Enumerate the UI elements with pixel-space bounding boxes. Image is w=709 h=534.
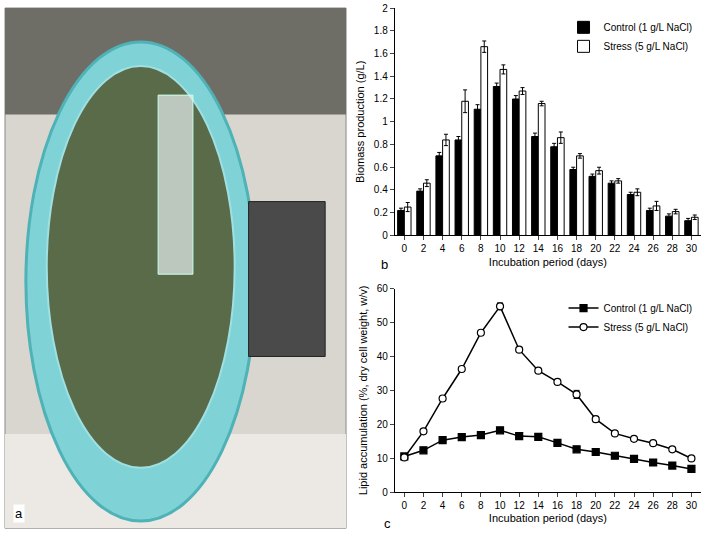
svg-text:26: 26 — [648, 500, 660, 511]
svg-text:Lipid accumulation (%, dry cel: Lipid accumulation (%, dry cell weight, … — [357, 286, 369, 496]
svg-text:1.4: 1.4 — [374, 71, 388, 82]
svg-text:4: 4 — [440, 243, 446, 254]
svg-text:Stress (5 g/L NaCl): Stress (5 g/L NaCl) — [604, 41, 689, 52]
svg-text:12: 12 — [514, 500, 526, 511]
svg-text:1.6: 1.6 — [374, 48, 388, 59]
svg-text:10: 10 — [494, 243, 506, 254]
svg-text:b: b — [381, 257, 388, 272]
svg-text:30: 30 — [686, 243, 698, 254]
svg-text:14: 14 — [533, 243, 545, 254]
svg-text:20: 20 — [377, 419, 389, 430]
svg-text:20: 20 — [590, 500, 602, 511]
svg-text:18: 18 — [571, 500, 583, 511]
svg-text:6: 6 — [459, 243, 465, 254]
svg-text:6: 6 — [459, 500, 465, 511]
svg-text:1.8: 1.8 — [374, 25, 388, 36]
svg-text:Incubation period (days): Incubation period (days) — [489, 512, 607, 524]
svg-text:28: 28 — [667, 243, 679, 254]
svg-text:Control (1 g/L NaCl): Control (1 g/L NaCl) — [604, 22, 693, 33]
svg-text:20: 20 — [590, 243, 602, 254]
svg-text:2: 2 — [421, 243, 427, 254]
svg-text:8: 8 — [478, 243, 484, 254]
svg-text:2: 2 — [421, 500, 427, 511]
svg-text:30: 30 — [686, 500, 698, 511]
svg-text:28: 28 — [667, 500, 679, 511]
svg-text:Biomass production (g/L): Biomass production (g/L) — [355, 61, 367, 183]
svg-text:0: 0 — [402, 500, 408, 511]
svg-text:10: 10 — [494, 500, 506, 511]
svg-text:Control (1 g/L NaCl): Control (1 g/L NaCl) — [604, 303, 693, 314]
svg-text:0: 0 — [382, 487, 388, 498]
svg-text:c: c — [384, 516, 391, 531]
svg-text:a: a — [15, 506, 23, 521]
svg-text:24: 24 — [628, 243, 640, 254]
svg-text:60: 60 — [377, 283, 389, 294]
svg-text:50: 50 — [377, 317, 389, 328]
svg-text:12: 12 — [514, 243, 526, 254]
svg-text:22: 22 — [609, 243, 621, 254]
svg-text:14: 14 — [533, 500, 545, 511]
svg-text:0: 0 — [382, 230, 388, 241]
svg-text:0.6: 0.6 — [374, 162, 388, 173]
svg-text:26: 26 — [648, 243, 660, 254]
svg-text:0.4: 0.4 — [374, 184, 388, 195]
svg-text:18: 18 — [571, 243, 583, 254]
svg-text:24: 24 — [628, 500, 640, 511]
svg-text:16: 16 — [552, 500, 564, 511]
svg-text:0: 0 — [402, 243, 408, 254]
svg-text:1.2: 1.2 — [374, 93, 388, 104]
svg-text:0.8: 0.8 — [374, 139, 388, 150]
svg-text:10: 10 — [377, 453, 389, 464]
svg-text:40: 40 — [377, 351, 389, 362]
svg-text:22: 22 — [609, 500, 621, 511]
svg-text:16: 16 — [552, 243, 564, 254]
svg-text:2: 2 — [382, 3, 388, 14]
svg-text:Incubation period (days): Incubation period (days) — [489, 256, 607, 268]
svg-text:8: 8 — [478, 500, 484, 511]
svg-text:4: 4 — [440, 500, 446, 511]
svg-text:30: 30 — [377, 385, 389, 396]
svg-text:Stress (5 g/L NaCl): Stress (5 g/L NaCl) — [604, 322, 689, 333]
svg-text:0.2: 0.2 — [374, 207, 388, 218]
svg-text:1: 1 — [382, 116, 388, 127]
